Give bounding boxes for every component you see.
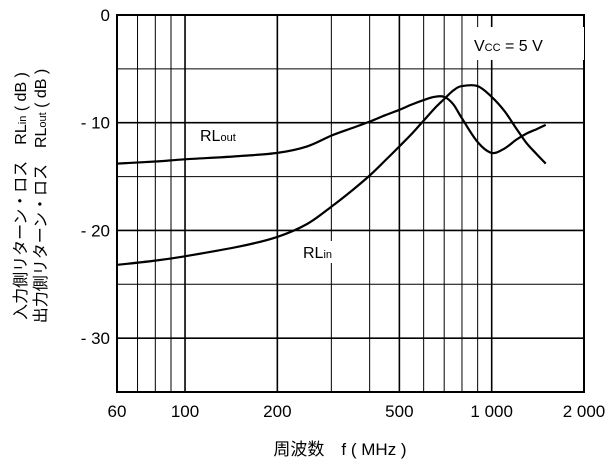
x-tick-label: 60 [108, 402, 127, 421]
y-tick-label: - 20 [81, 221, 110, 240]
y-tick-label: - 10 [81, 114, 110, 133]
major-grid [116, 14, 585, 392]
series-line-rl-out [116, 95, 547, 165]
annotation-background [467, 27, 584, 60]
minor-grid [117, 15, 584, 392]
x-tick-label: 100 [171, 402, 199, 421]
x-tick-label: 500 [385, 402, 413, 421]
y-tick-label: - 30 [81, 329, 110, 348]
series-label-rl-in: RLin [303, 245, 332, 262]
x-tick-label: 2 000 [563, 402, 606, 421]
curves [116, 84, 547, 266]
x-tick-label: 1 000 [470, 402, 513, 421]
y-axis-label-output: 出力側リターン・ロス RLout ( dB ) [32, 69, 50, 324]
series-line-rl-in [116, 84, 547, 266]
rl-out-label-background [197, 124, 253, 146]
y-tick-labels: 0 - 10 - 20 - 30 [81, 6, 110, 348]
x-tick-label: 200 [263, 402, 291, 421]
y-tick-label: 0 [101, 6, 110, 25]
y-axis-label-input: 入力側リターン・ロス RLin ( dB ) [12, 72, 30, 320]
plot-frame [116, 14, 585, 393]
x-tick-labels: 60 100 200 500 1 000 2 000 [108, 402, 606, 421]
series-label-rl-out: RLout [200, 128, 236, 145]
rl-in-label-background [300, 241, 348, 263]
supply-voltage-annotation: VCC = 5 V [474, 38, 543, 55]
x-axis-label: 周波数 f ( MHz ) [273, 440, 406, 459]
